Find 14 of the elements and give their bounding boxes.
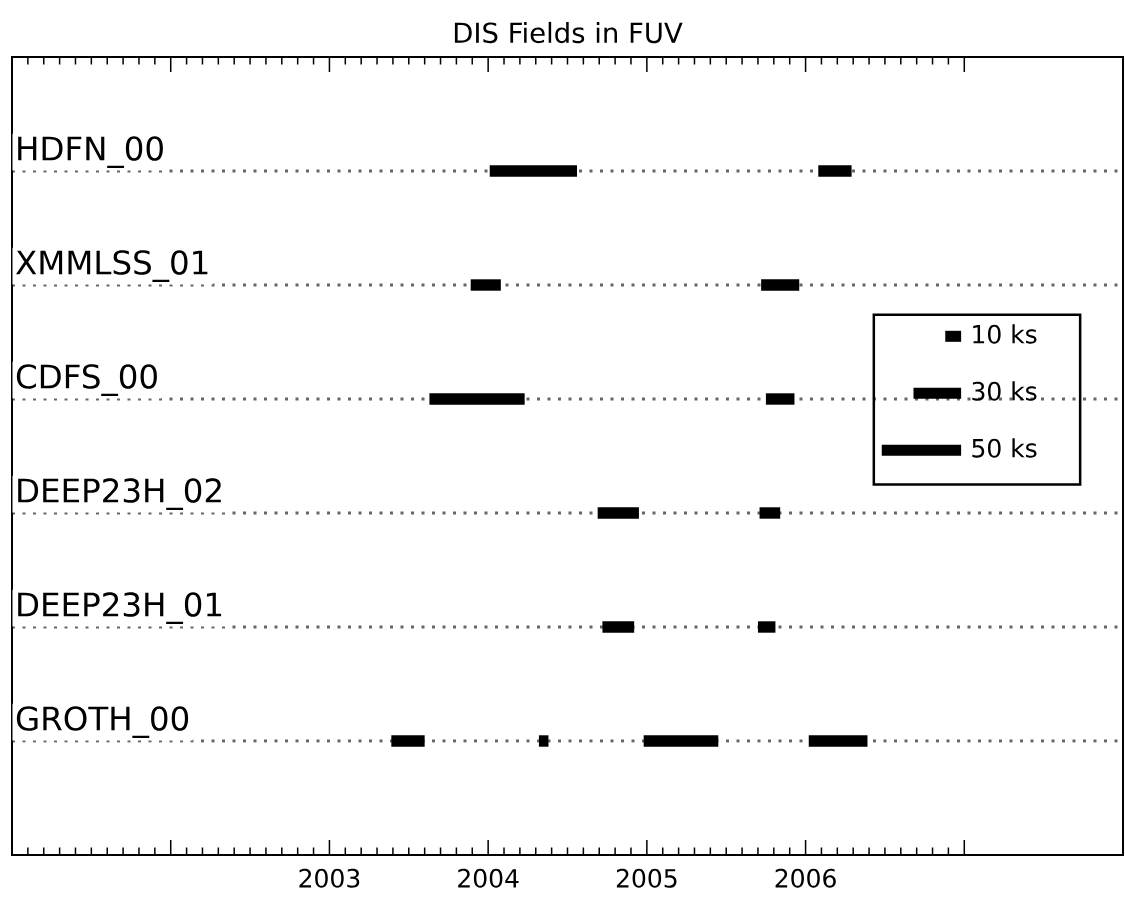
x-tick-label: 2003: [299, 868, 360, 888]
x-tick-label: 2004: [458, 868, 519, 888]
y-tick-label: XMMLSS_01: [15, 250, 208, 283]
annotation: 30 ks: [972, 381, 1037, 401]
x-tick-label: 2006: [775, 868, 836, 888]
y-tick-label: HDFN_00: [18, 136, 163, 169]
x-tick-label: 2005: [616, 868, 677, 888]
annotation: 10 ks: [973, 324, 1037, 344]
y-tick-label: GROTH_00: [16, 706, 189, 739]
y-tick-label: DEEP23H_01: [18, 592, 222, 625]
y-tick-label: DEEP23H_02: [18, 478, 221, 511]
y-tick-label: CDFS_00: [16, 364, 157, 397]
annotation: 50 ks: [972, 438, 1037, 458]
chart-title: DIS Fields in FUV: [454, 21, 683, 44]
